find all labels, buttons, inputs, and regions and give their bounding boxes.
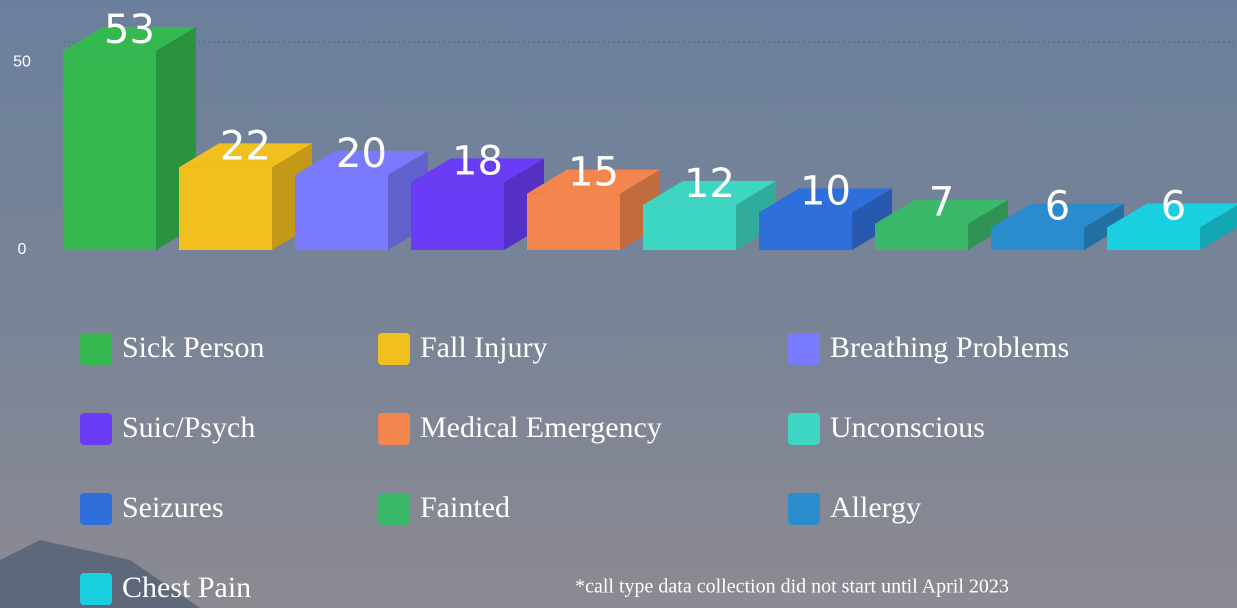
legend-label: Seizures: [122, 491, 224, 524]
value-label: 6: [1161, 183, 1186, 229]
value-label: 12: [684, 161, 735, 207]
legend-swatch: [378, 413, 410, 445]
bar: [991, 227, 1084, 250]
bar: [411, 182, 504, 250]
bar: [295, 175, 388, 250]
bar: [875, 224, 968, 250]
value-label: 7: [929, 180, 954, 226]
legend-swatch: [788, 333, 820, 365]
value-label: 53: [104, 7, 155, 53]
legend-label: Allergy: [830, 491, 921, 524]
legend-label: Fainted: [420, 491, 510, 524]
legend-label: Sick Person: [122, 331, 265, 364]
bar: [179, 167, 272, 250]
legend-label: Suic/Psych: [122, 411, 255, 444]
bar: [643, 205, 736, 250]
y-tick-label: 50: [13, 53, 31, 70]
legend-label: Fall Injury: [420, 331, 548, 364]
legend-swatch: [80, 493, 112, 525]
value-label: 6: [1045, 183, 1070, 229]
value-label: 20: [336, 131, 387, 177]
legend-label: Breathing Problems: [830, 331, 1069, 364]
legend-swatch: [378, 333, 410, 365]
legend-swatch: [80, 333, 112, 365]
footnote: *call type data collection did not start…: [575, 576, 1009, 598]
value-label: 18: [452, 138, 503, 184]
legend-swatch: [80, 573, 112, 605]
chart: *call type data collection did not start…: [0, 0, 1237, 608]
legend-swatch: [378, 493, 410, 525]
bar: [759, 212, 852, 250]
bar: [1107, 227, 1200, 250]
bar: [63, 51, 156, 250]
legend-swatch: [80, 413, 112, 445]
legend-swatch: [788, 493, 820, 525]
legend-label: Unconscious: [830, 411, 985, 444]
y-tick-label: 0: [18, 241, 27, 258]
bar: [527, 194, 620, 250]
value-label: 22: [220, 123, 271, 169]
value-label: 15: [568, 150, 619, 196]
legend-swatch: [788, 413, 820, 445]
legend-label: Chest Pain: [122, 571, 251, 604]
legend-label: Medical Emergency: [420, 411, 662, 444]
value-label: 10: [800, 168, 851, 214]
